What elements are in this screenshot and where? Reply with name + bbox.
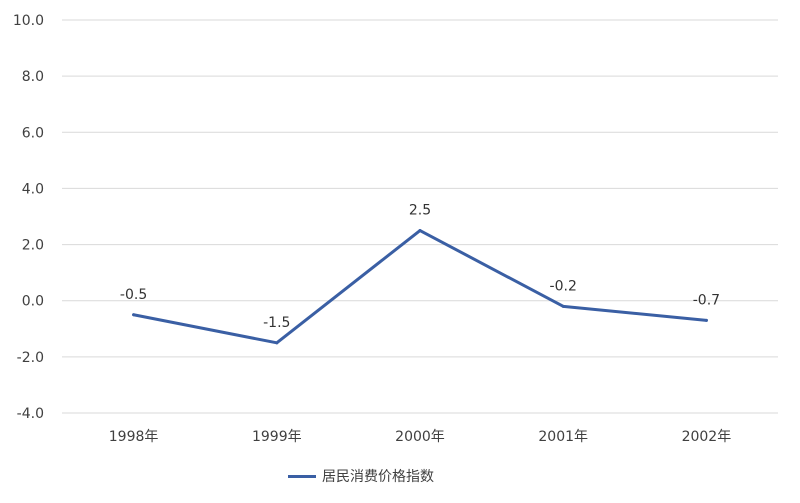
data-label: -0.2 [550, 278, 577, 294]
y-tick-label: 2.0 [22, 238, 44, 254]
legend-label: 居民消费价格指数 [322, 469, 434, 485]
y-tick-label: 4.0 [22, 181, 44, 197]
y-tick-label: 0.0 [22, 294, 44, 310]
data-label: 2.5 [409, 203, 431, 219]
x-tick-label: 2000年 [395, 429, 445, 445]
y-tick-label: -2.0 [17, 350, 44, 366]
series-line [132, 229, 708, 345]
x-tick-label: 2002年 [682, 429, 732, 445]
x-tick-label: 2001年 [538, 429, 588, 445]
data-label: -0.5 [120, 287, 147, 303]
data-point [132, 313, 136, 317]
data-point [561, 304, 565, 308]
x-tick-label: 1998年 [109, 429, 159, 445]
y-tick-label: 10.0 [13, 13, 44, 29]
data-point [704, 318, 708, 322]
y-tick-label: 6.0 [22, 125, 44, 141]
x-tick-label: 1999年 [252, 429, 302, 445]
data-label: -0.7 [693, 292, 720, 308]
data-point [418, 229, 422, 233]
data-label: -1.5 [263, 315, 290, 331]
legend-swatch [288, 474, 316, 478]
y-tick-label: -4.0 [17, 406, 44, 422]
data-point [275, 341, 279, 345]
legend: 居民消费价格指数 [288, 466, 434, 486]
y-tick-label: 8.0 [22, 69, 44, 85]
